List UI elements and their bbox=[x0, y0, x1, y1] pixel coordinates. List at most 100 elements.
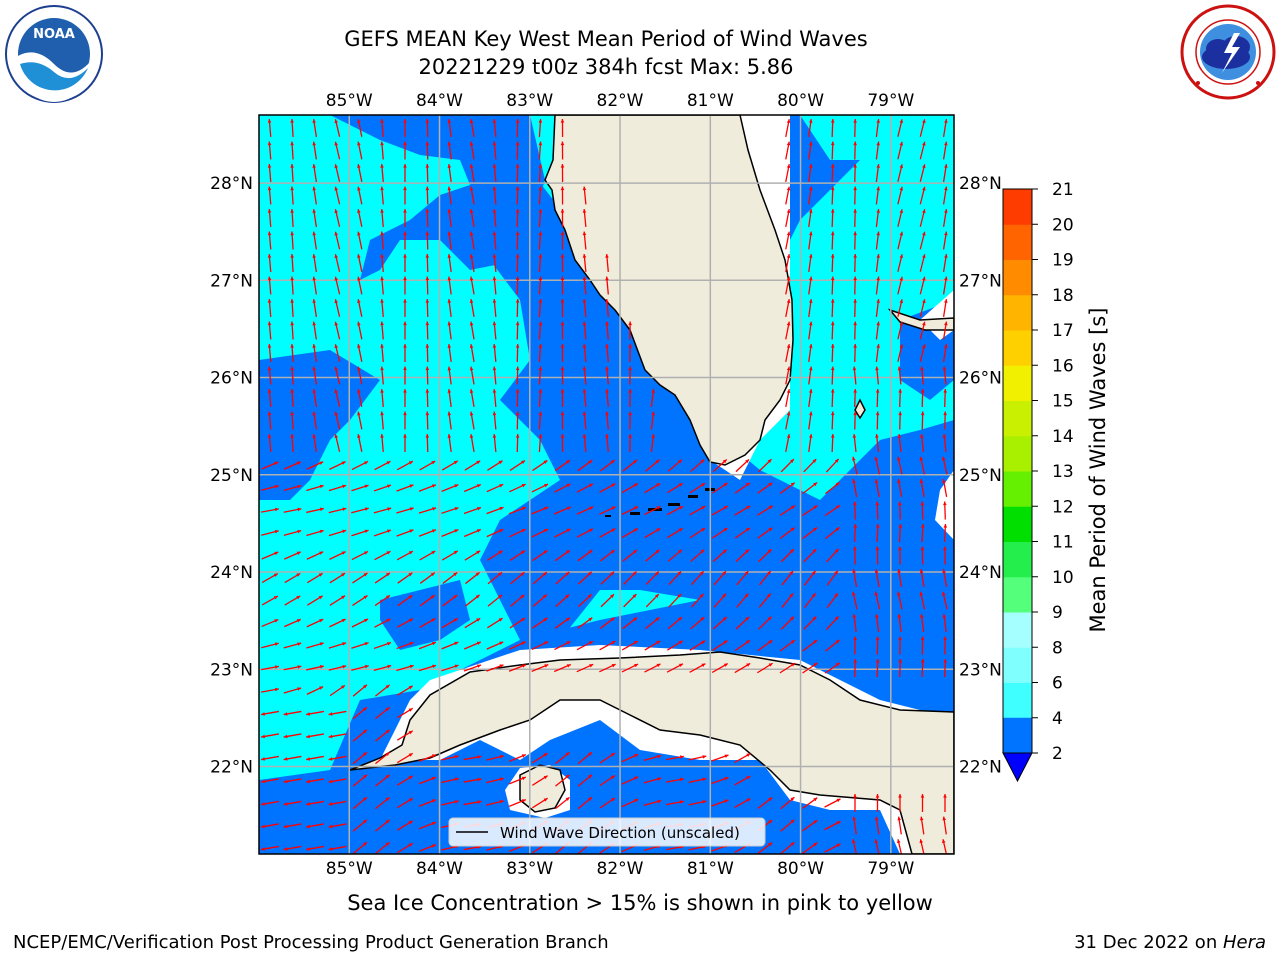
wave-arrow bbox=[803, 548, 817, 563]
wave-arrow bbox=[334, 366, 341, 385]
wave-arrow bbox=[487, 617, 503, 629]
wave-arrow bbox=[441, 664, 459, 672]
wave-arrow bbox=[261, 484, 279, 491]
wave-arrow bbox=[576, 640, 594, 651]
wave-arrow bbox=[758, 548, 772, 563]
lat-tick-label: 24°N bbox=[210, 563, 253, 583]
wave-arrow bbox=[785, 366, 791, 385]
colorbar: 2 4 6 8 9 10 11 12 13 14 15 16 17 18 19 20 21 bbox=[1002, 180, 1074, 783]
wave-arrow bbox=[328, 507, 347, 514]
map-area bbox=[259, 115, 954, 854]
wave-arrow bbox=[380, 118, 384, 138]
wave-arrow bbox=[380, 433, 384, 453]
wave-arrow bbox=[785, 119, 791, 137]
wave-arrow bbox=[463, 755, 482, 761]
wave-arrow bbox=[853, 298, 857, 318]
wave-arrow bbox=[942, 299, 948, 317]
wave-arrow bbox=[874, 479, 880, 497]
wave-arrow bbox=[757, 842, 773, 854]
wave-arrow bbox=[425, 343, 430, 363]
colorbar-segment bbox=[1003, 576, 1032, 613]
wave-arrow bbox=[515, 208, 520, 228]
wave-arrow bbox=[403, 163, 407, 183]
colorbar-tick-label: 20 bbox=[1052, 215, 1074, 235]
wave-arrow bbox=[780, 458, 795, 473]
wave-arrow bbox=[560, 298, 565, 318]
wave-arrow bbox=[464, 550, 481, 561]
wave-arrow bbox=[785, 321, 791, 340]
wave-arrow bbox=[538, 118, 543, 138]
wave-arrow bbox=[261, 755, 279, 761]
wave-arrow bbox=[919, 321, 926, 340]
wave-arrow bbox=[334, 344, 341, 362]
wave-arrow bbox=[942, 186, 948, 205]
wave-arrow bbox=[734, 753, 751, 763]
wave-arrow bbox=[492, 411, 497, 430]
wave-arrow bbox=[898, 388, 902, 408]
wave-arrow bbox=[261, 800, 279, 806]
wave-arrow bbox=[875, 208, 880, 228]
wave-arrow bbox=[852, 433, 857, 453]
wave-arrow bbox=[621, 482, 639, 494]
wave-arrow bbox=[942, 569, 948, 587]
wave-arrow bbox=[312, 209, 317, 227]
wave-arrow bbox=[825, 639, 840, 652]
wave-arrow bbox=[808, 388, 813, 408]
wave-arrow bbox=[515, 186, 520, 205]
chart-title: GEFS MEAN Key West Mean Period of Wind W… bbox=[344, 27, 868, 51]
wave-arrow bbox=[830, 276, 835, 295]
wave-arrow bbox=[352, 729, 368, 742]
colorbar-segment bbox=[1003, 259, 1032, 296]
wave-arrow bbox=[554, 549, 571, 562]
colorbar-tick-label: 13 bbox=[1052, 462, 1074, 482]
wave-arrow bbox=[352, 572, 368, 584]
lat-ticks-right: 28°N 27°N 26°N 25°N 24°N 23°N 22°N bbox=[959, 174, 1002, 777]
wave-arrow bbox=[403, 343, 407, 363]
wave-arrow bbox=[403, 208, 407, 228]
wave-arrow bbox=[538, 321, 543, 340]
wave-arrow bbox=[492, 231, 497, 250]
wave-arrow bbox=[781, 593, 794, 608]
wave-arrow bbox=[689, 505, 706, 516]
wave-arrow bbox=[283, 551, 302, 560]
wave-arrow bbox=[599, 663, 616, 673]
wave-arrow bbox=[689, 663, 706, 673]
wave-arrow bbox=[644, 527, 661, 539]
wave-arrow bbox=[919, 254, 926, 272]
wave-arrow bbox=[650, 388, 655, 408]
wave-arrow bbox=[261, 618, 279, 628]
footer-credit: NCEP/EMC/Verification Post Processing Pr… bbox=[13, 932, 609, 953]
wave-arrow bbox=[802, 662, 818, 674]
wave-arrow bbox=[515, 366, 520, 385]
wave-arrow bbox=[644, 505, 661, 516]
wave-arrow bbox=[897, 321, 904, 340]
wave-arrow bbox=[357, 119, 363, 137]
wave-arrow bbox=[554, 640, 571, 651]
wave-arrow bbox=[735, 616, 750, 630]
wave-arrow bbox=[628, 366, 632, 385]
wave-arrow bbox=[351, 460, 369, 471]
wave-arrow bbox=[711, 754, 729, 762]
wave-arrow bbox=[853, 343, 857, 363]
wave-arrow bbox=[447, 343, 452, 363]
wave-arrow bbox=[290, 163, 294, 183]
wave-arrow bbox=[802, 639, 818, 652]
wave-arrow bbox=[328, 529, 347, 537]
wave-arrow bbox=[577, 549, 593, 562]
wave-arrow bbox=[830, 231, 835, 250]
wave-arrow bbox=[267, 186, 272, 205]
wave-arrow bbox=[853, 208, 857, 228]
wave-arrow bbox=[267, 321, 272, 340]
wave-arrow bbox=[942, 231, 948, 250]
wave-arrow bbox=[374, 572, 391, 584]
wave-arrow bbox=[621, 753, 639, 763]
wave-arrow bbox=[425, 118, 430, 138]
wave-arrow bbox=[334, 209, 341, 227]
wave-arrow bbox=[853, 388, 857, 408]
wave-arrow bbox=[780, 616, 795, 630]
wave-arrow bbox=[628, 388, 632, 408]
wave-arrow bbox=[306, 529, 324, 537]
legend-label: Wind Wave Direction (unscaled) bbox=[500, 824, 740, 842]
wave-arrow bbox=[690, 570, 705, 586]
wave-arrow bbox=[531, 506, 549, 515]
